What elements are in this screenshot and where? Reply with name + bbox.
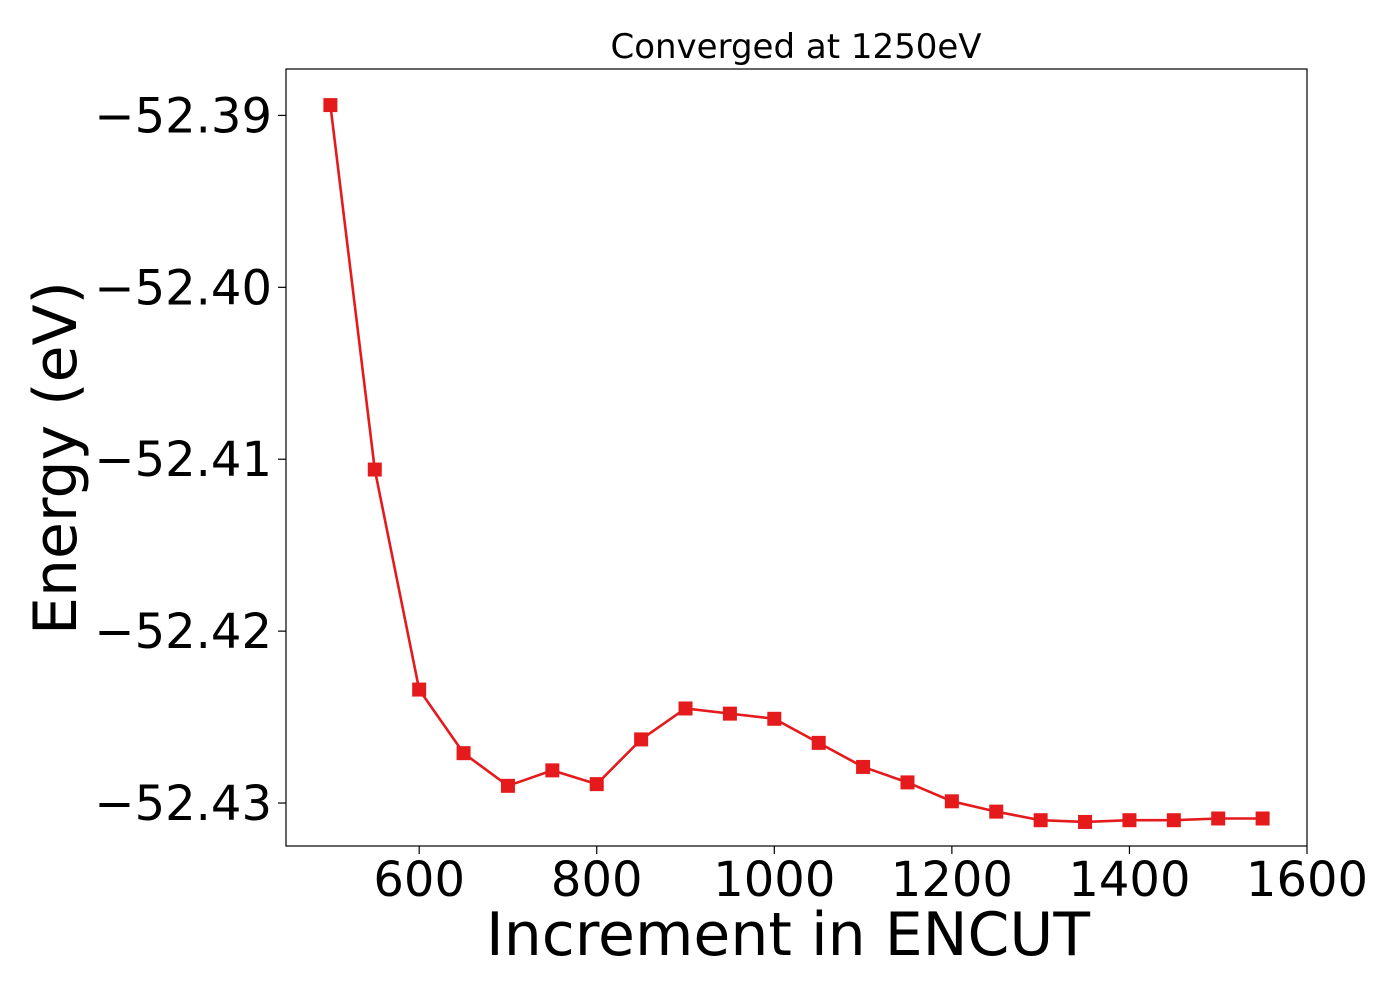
- data-point-marker: [678, 701, 693, 716]
- data-point-marker: [856, 759, 871, 774]
- x-tick-label: 1200: [891, 852, 1013, 908]
- data-point-marker: [1255, 811, 1270, 826]
- data-point-marker: [1122, 813, 1137, 828]
- x-tick-label: 1600: [1246, 852, 1368, 908]
- data-point-marker: [722, 706, 737, 721]
- x-tick-label: 800: [551, 852, 643, 908]
- data-point-marker: [767, 711, 782, 726]
- series-layer: [323, 98, 1270, 829]
- x-tick-label: 1400: [1068, 852, 1190, 908]
- data-point-marker: [589, 777, 604, 792]
- x-axis-label: Increment in ENCUT: [486, 900, 1090, 970]
- data-point-marker: [500, 778, 515, 793]
- y-axis: −52.39 −52.40 −52.41 −52.42 −52.43: [94, 88, 286, 832]
- data-point-marker: [634, 732, 649, 747]
- data-point-marker: [545, 763, 560, 778]
- x-tick-label: 600: [373, 852, 465, 908]
- y-tick-label: −52.43: [94, 776, 272, 832]
- data-point-marker: [944, 794, 959, 809]
- data-point-marker: [900, 775, 915, 790]
- y-tick-label: −52.40: [94, 260, 272, 316]
- data-point-marker: [1078, 814, 1093, 829]
- data-point-marker: [1211, 811, 1226, 826]
- y-tick-label: −52.41: [94, 432, 272, 488]
- data-point-marker: [456, 746, 471, 761]
- data-point-marker: [811, 735, 826, 750]
- plot-area-frame: [285, 68, 1308, 847]
- data-point-marker: [1166, 813, 1181, 828]
- y-axis-label: Energy (eV): [21, 281, 91, 635]
- chart-title: Converged at 1250eV: [610, 27, 981, 67]
- y-tick-label: −52.39: [94, 88, 272, 144]
- y-tick-label: −52.42: [94, 604, 272, 660]
- x-axis: 600 800 1000 1200 1400 1600: [373, 846, 1368, 908]
- data-point-marker: [323, 98, 338, 113]
- series-line: [329, 104, 1263, 824]
- data-point-marker: [989, 804, 1004, 819]
- data-point-marker: [412, 682, 427, 697]
- data-point-marker: [367, 462, 382, 477]
- data-point-marker: [1033, 813, 1048, 828]
- x-tick-label: 1000: [713, 852, 835, 908]
